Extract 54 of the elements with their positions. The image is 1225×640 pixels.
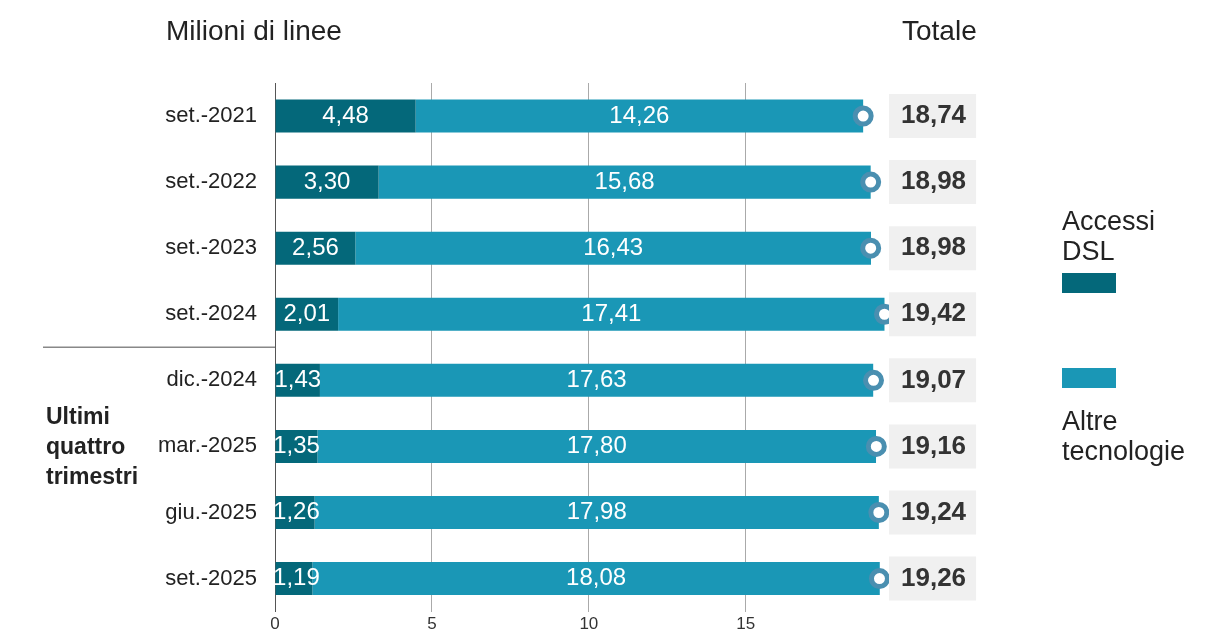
- x-tick-label: 15: [736, 614, 756, 634]
- bar: [355, 231, 871, 265]
- legend-label: Altre tecnologie: [1062, 406, 1186, 467]
- point: [865, 435, 887, 457]
- data-label: 1,19: [273, 563, 320, 591]
- bar: [319, 363, 874, 397]
- data-label: 15,68: [594, 166, 655, 194]
- y-tick-label: set.-2024: [165, 300, 258, 326]
- point: [860, 171, 882, 193]
- y-tick-label: giu.-2025: [165, 498, 258, 524]
- total-label: 19,16: [901, 429, 967, 460]
- total-label: 19,26: [901, 561, 967, 592]
- x-tick-label: 10: [579, 614, 599, 634]
- y-tick-label: set.-2021: [165, 102, 258, 128]
- data-label: 17,80: [566, 431, 627, 459]
- bar: [415, 99, 864, 133]
- text: Ultimi quattro trimestri: [46, 402, 139, 489]
- data-label: 17,41: [581, 298, 642, 326]
- total-label: 18,74: [901, 99, 967, 130]
- y-tick-label: set.-2025: [165, 564, 258, 590]
- data-label: 2,56: [292, 232, 339, 260]
- y-tick-label: mar.-2025: [157, 432, 258, 458]
- data-label: 17,63: [566, 364, 627, 392]
- x-tick-label: 5: [427, 614, 437, 634]
- data-label: 17,98: [566, 497, 627, 525]
- y-tick-label: set.-2022: [165, 168, 258, 194]
- point: [868, 501, 890, 523]
- total-label: 18,98: [901, 165, 967, 196]
- total-label: 19,42: [901, 297, 967, 328]
- data-label: 18,08: [566, 563, 627, 591]
- total-label: 19,24: [901, 495, 967, 526]
- bar: [275, 99, 416, 133]
- data-label: 1,26: [273, 497, 320, 525]
- bar: [378, 165, 871, 199]
- point: [863, 369, 885, 391]
- data-label: 1,35: [273, 431, 320, 459]
- data-label: 1,43: [274, 364, 322, 392]
- point: [852, 105, 874, 127]
- text: Totale: [902, 14, 977, 46]
- point: [868, 568, 890, 590]
- chart-title: Milioni di linee: [166, 14, 342, 46]
- data-label: 14,26: [609, 100, 670, 128]
- total-label: 18,98: [901, 231, 967, 262]
- data-label: 16,43: [583, 232, 644, 260]
- y-tick-label: dic.-2024: [166, 366, 258, 392]
- total-label: 19,07: [901, 363, 967, 394]
- bar: [317, 429, 877, 463]
- y-tick-label: set.-2023: [165, 234, 258, 260]
- data-label: 2,01: [283, 298, 331, 326]
- point: [860, 237, 882, 259]
- data-label: 3,30: [303, 166, 351, 194]
- text: Accessi DSL: [1062, 206, 1156, 267]
- x-tick-label: 0: [270, 614, 280, 634]
- data-label: 4,48: [322, 100, 369, 128]
